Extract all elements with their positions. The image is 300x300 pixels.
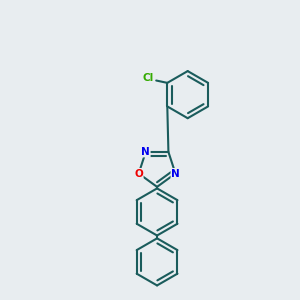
Text: N: N: [171, 169, 180, 178]
Text: N: N: [141, 147, 150, 157]
Text: Cl: Cl: [143, 73, 154, 83]
Text: O: O: [134, 169, 143, 178]
